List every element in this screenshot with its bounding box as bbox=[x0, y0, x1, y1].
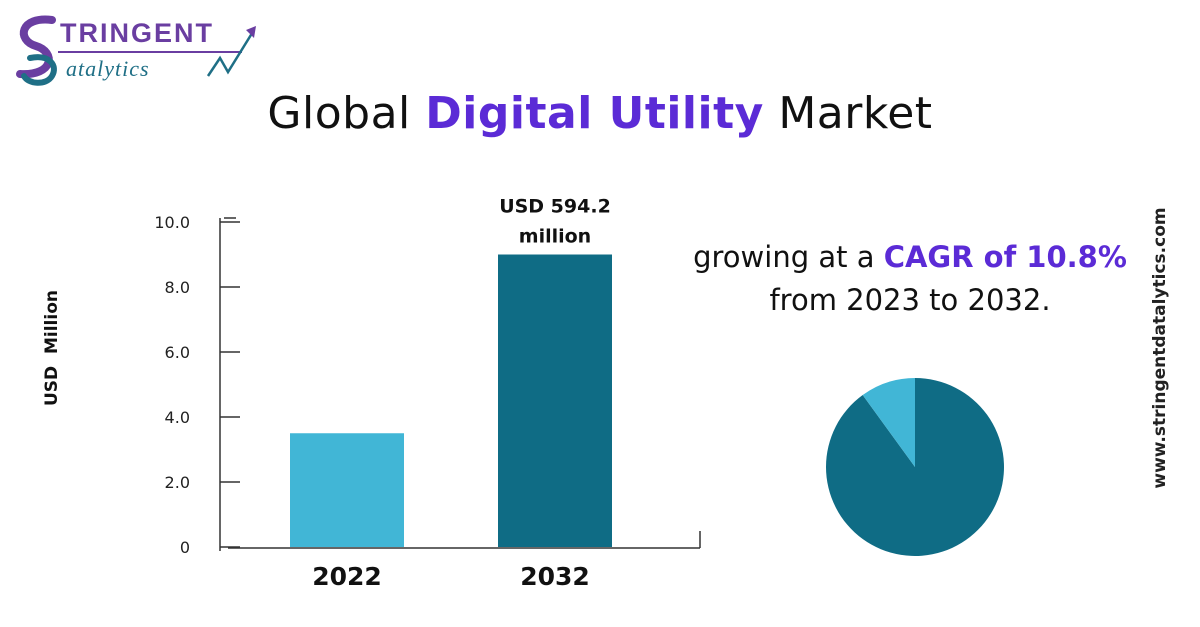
y-tick-label: 4.0 bbox=[165, 408, 190, 427]
cagr-prefix: growing at a bbox=[693, 240, 875, 274]
bar-annotation-unit: million bbox=[519, 226, 591, 248]
logo-text-line2: atalytics bbox=[66, 56, 150, 81]
cagr-line2: from 2023 to 2032. bbox=[769, 283, 1051, 317]
bar-annotation-value: USD 594.2 bbox=[499, 196, 611, 218]
logo-graphic: TRINGENT atalytics bbox=[16, 15, 256, 86]
title-suffix: Market bbox=[778, 88, 933, 139]
page-title: Global Digital Utility Market bbox=[0, 88, 1200, 139]
title-highlight: Digital Utility bbox=[425, 88, 764, 139]
brand-logo: TRINGENT atalytics bbox=[10, 10, 270, 90]
pie-chart bbox=[826, 378, 1004, 556]
logo-text-line1: TRINGENT bbox=[60, 18, 214, 48]
bar-chart: 0 2.0 4.0 6.0 8.0 10.0 2022 2032 USD 594.2 millio… bbox=[154, 196, 701, 591]
y-tick-label: 6.0 bbox=[165, 343, 190, 362]
pie-slice-1 bbox=[862, 378, 915, 467]
bar-2032 bbox=[498, 254, 612, 547]
y-tick-label: 10.0 bbox=[154, 213, 190, 232]
logo-s-mark bbox=[16, 15, 56, 79]
title-prefix: Global bbox=[267, 88, 411, 139]
y-tick-label: 2.0 bbox=[165, 473, 190, 492]
logo-arrow-icon bbox=[206, 29, 256, 77]
cagr-statement: growing at a CAGR of 10.8% from 2023 to … bbox=[690, 236, 1130, 322]
x-tick-label: 2032 bbox=[520, 562, 590, 591]
y-axis-label: USD Million bbox=[42, 289, 62, 407]
bar-2022 bbox=[290, 433, 404, 547]
logo-d-mark bbox=[21, 54, 57, 86]
x-tick-label: 2022 bbox=[312, 562, 382, 591]
y-tick-label: 8.0 bbox=[165, 278, 190, 297]
y-tick-label: 0 bbox=[180, 538, 190, 557]
website-url: www.stringentdatalytics.com bbox=[1150, 207, 1170, 489]
cagr-highlight: CAGR of 10.8% bbox=[883, 240, 1127, 274]
cagr-line1: growing at a CAGR of 10.8% bbox=[690, 236, 1130, 279]
